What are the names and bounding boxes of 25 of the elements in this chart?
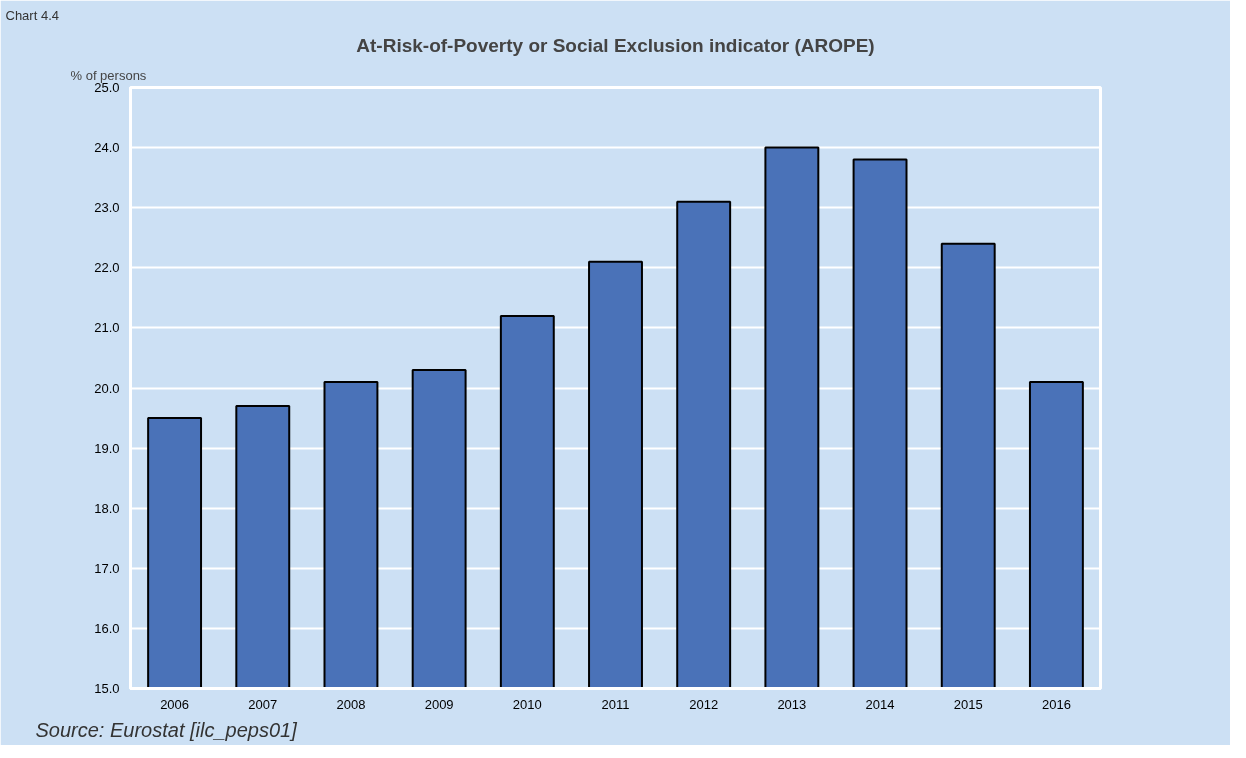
y-tick-label: 19.0	[94, 440, 120, 456]
x-tick-label: 2012	[689, 696, 719, 712]
source-note: Source: Eurostat [ilc_peps01]	[35, 718, 298, 741]
chart-title: At-Risk-of-Poverty or Social Exclusion indicator (AROPE)	[356, 34, 875, 56]
y-axis-title: % of persons	[70, 67, 147, 83]
x-tick-label: 2007	[248, 696, 278, 712]
x-tick-label: 2015	[953, 696, 983, 712]
y-tick-label: 15.0	[94, 681, 120, 696]
x-tick-label: 2013	[777, 696, 807, 712]
y-tick-label: 20.0	[94, 380, 120, 396]
x-tick-label: 2016	[1041, 696, 1071, 712]
x-tick-label: 2014	[865, 696, 895, 712]
y-tick-label: 18.0	[94, 500, 120, 516]
y-tick-label: 17.0	[94, 560, 120, 576]
caption: Chart 4.4	[5, 7, 59, 23]
y-tick-label: 24.0	[94, 140, 120, 156]
x-tick-label: 2010	[512, 696, 542, 712]
x-tick-label: 2006	[160, 696, 190, 712]
y-tick-label: 23.0	[94, 200, 120, 216]
x-tick-label: 2011	[601, 696, 630, 712]
x-tick-label: 2008	[336, 696, 366, 712]
x-tick-label: 2009	[424, 696, 454, 712]
y-tick-label: 16.0	[94, 620, 120, 636]
y-tick-label: 22.0	[94, 260, 120, 276]
y-tick-label: 21.0	[94, 320, 120, 336]
